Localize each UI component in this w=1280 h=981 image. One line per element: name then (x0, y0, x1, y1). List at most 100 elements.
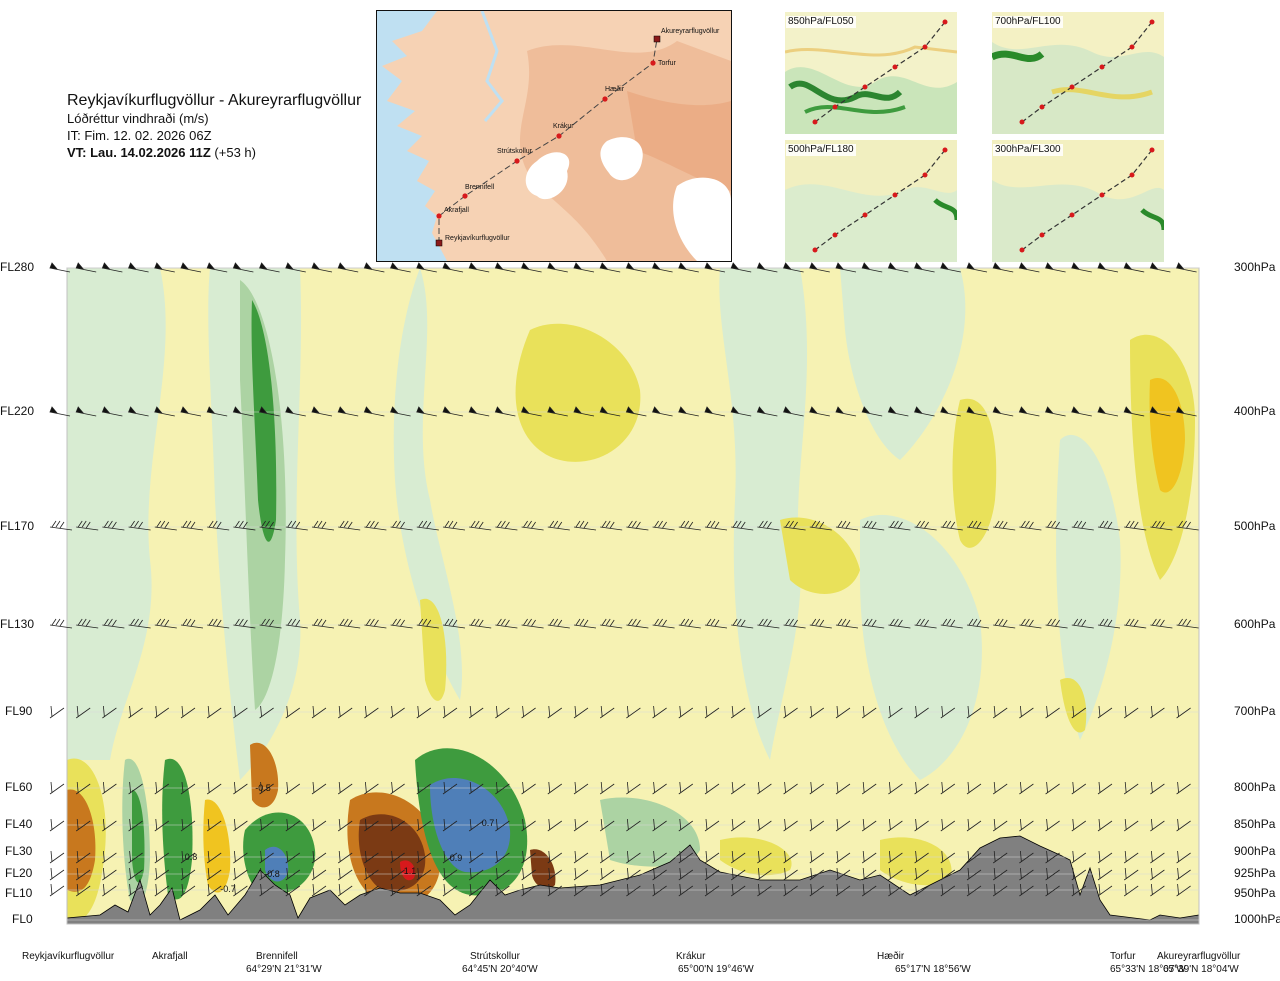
field-up-strong-2 (251, 300, 277, 542)
wind-barb (992, 850, 1008, 864)
wind-barb (49, 883, 65, 897)
wind-barb (626, 781, 641, 795)
wind-barb (259, 520, 282, 531)
wind-barb (1150, 618, 1173, 629)
inset-500hpa-label: 500hPa/FL180 (786, 144, 856, 156)
wind-barb (364, 850, 379, 864)
wind-barb (390, 850, 405, 864)
wind-barb (809, 781, 825, 795)
wind-barb (573, 781, 589, 795)
wind-barb (1097, 520, 1121, 531)
wind-barb (1176, 262, 1197, 273)
wind-barb (416, 850, 432, 864)
variable-subtitle: Lóðréttur vindhraði (m/s) (67, 111, 209, 126)
inset-850hpa: 850hPa/FL050 (785, 12, 957, 134)
wind-barb (1176, 406, 1197, 417)
wind-barb (914, 781, 929, 795)
wind-barb (128, 520, 151, 531)
wind-barb (1071, 781, 1087, 795)
wind-barb (442, 850, 458, 864)
wind-barb (1123, 818, 1139, 832)
wind-barb (757, 781, 772, 795)
wind-barb (338, 618, 361, 629)
map-marker (653, 35, 661, 43)
map-fjord (480, 11, 504, 122)
wind-barb (285, 781, 301, 795)
inset-850hpa-label: 850hPa/FL050 (786, 16, 856, 28)
wind-barb (1176, 867, 1191, 881)
wind-barb (652, 883, 667, 897)
wind-barb (154, 262, 175, 273)
wind-barb (337, 781, 353, 795)
wind-barb (861, 850, 877, 864)
wind-barb (652, 406, 673, 417)
wind-barb (1019, 618, 1042, 629)
wind-barb (704, 705, 720, 719)
wind-barb (835, 618, 859, 629)
wind-barb (495, 850, 510, 864)
wind-barb (1176, 818, 1191, 832)
wind-barb (154, 781, 170, 795)
wind-barb (285, 818, 301, 832)
wind-barb (992, 705, 1008, 719)
wind-barb (756, 406, 778, 417)
wind-barb (495, 818, 510, 832)
wind-barb (1150, 520, 1173, 531)
wind-barb (1045, 818, 1060, 832)
wind-barb (757, 883, 772, 897)
wind-barb (862, 618, 885, 629)
hpa-label: 600hPa (1234, 617, 1276, 631)
wind-barb (888, 818, 903, 832)
wind-barb (678, 520, 701, 531)
wind-barb (416, 867, 432, 881)
wind-barb (966, 520, 990, 531)
location-name: Akureyrarflugvöllur (1157, 951, 1241, 962)
wind-barb (887, 262, 909, 273)
wind-barb (599, 781, 615, 795)
value-annotations: -0.5 0.7 0.9 0.8 -0.8 1.1 -0.7 (185, 783, 495, 894)
wind-barb (730, 406, 752, 417)
hpa-label: 400hPa (1234, 404, 1276, 418)
wind-barb (966, 262, 988, 273)
chart-title: Reykjavíkurflugvöllur - Akureyrarflugvöl… (67, 92, 362, 109)
wind-barb (730, 781, 746, 795)
wind-barb (337, 262, 359, 273)
wind-barb (154, 520, 177, 531)
wind-barb (128, 818, 143, 832)
wind-barb (704, 520, 728, 531)
wind-barb (914, 705, 929, 719)
wind-barb (180, 618, 204, 629)
location-coord: 65°39'N 18°04'W (1163, 964, 1239, 975)
wind-barb (311, 520, 335, 531)
wind-barb (49, 618, 73, 629)
map-point-label: Torfur (658, 60, 677, 67)
hpa-label: 900hPa (1234, 844, 1276, 858)
wind-barb (547, 406, 568, 417)
wind-barb (573, 850, 589, 864)
wind-barb (626, 867, 641, 881)
wind-barb (652, 781, 667, 795)
inset-300hpa-label: 300hPa/FL300 (993, 144, 1063, 156)
fl-label: FL10 (5, 886, 33, 900)
wind-barb (1071, 867, 1087, 881)
wind-barb (521, 867, 536, 881)
wind-barb (1071, 618, 1094, 629)
wind-barb (678, 867, 694, 881)
wind-barb (154, 406, 175, 417)
wind-barb (835, 883, 851, 897)
wind-barb (49, 406, 71, 417)
wind-barb (363, 262, 385, 273)
wind-barb (495, 867, 510, 881)
wind-barb (311, 867, 327, 881)
wind-barb (311, 818, 327, 832)
wind-barb (652, 520, 675, 531)
wind-barb (573, 618, 597, 629)
wind-barb (180, 818, 196, 832)
wind-barb (128, 705, 143, 719)
wind-barb (783, 850, 798, 864)
wind-barb (704, 850, 720, 864)
wind-barb (1019, 883, 1034, 897)
wind-barb (573, 705, 589, 719)
wind-barb (76, 618, 99, 629)
